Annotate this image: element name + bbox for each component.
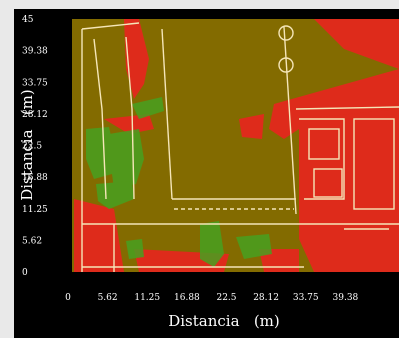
y-axis-title: Distancia (m) <box>18 89 36 201</box>
heat-region-top-left <box>124 19 149 99</box>
y-tick-label: 39.38 <box>22 47 48 57</box>
x-axis-title: Distancia (m) <box>168 312 280 330</box>
x-tick-label: 11.25 <box>134 293 160 303</box>
x-tick-label: 5.62 <box>98 293 118 303</box>
mid-region-bottom-c <box>126 239 144 259</box>
wall-right-inner <box>299 118 345 200</box>
wall-courtyard-left <box>161 28 173 200</box>
x-tick-label: 22.5 <box>216 293 236 303</box>
y-tick-label: 28.12 <box>22 110 48 120</box>
high-level-regions <box>74 19 399 272</box>
heat-region-bottom-center <box>259 249 299 272</box>
fixture-round-b <box>278 57 294 73</box>
mid-region-upper <box>132 97 164 119</box>
y-tick-label: 22.5 <box>22 142 42 152</box>
heat-region-mid-left <box>104 114 154 134</box>
coverage-heatmap-chart: 45 39.38 33.75 28.12 22.5 16.88 11.25 5.62 0 0 5.… <box>18 15 399 330</box>
x-tick-label: 39.38 <box>333 293 359 303</box>
wall-left-column-b <box>125 36 135 200</box>
room-right-a <box>308 128 340 160</box>
mid-level-regions <box>86 97 272 267</box>
y-axis-ticks: 45 39.38 33.75 28.12 22.5 16.88 11.25 5.62 0 <box>22 15 48 278</box>
y-tick-label: 33.75 <box>22 78 48 88</box>
mid-region-left-b <box>109 129 144 189</box>
floor-plan-walls <box>81 22 399 272</box>
x-tick-label: 28.12 <box>253 293 279 303</box>
room-right-b <box>313 168 343 198</box>
heat-region-lower-left <box>74 199 124 272</box>
x-axis-ticks: 0 5.62 11.25 16.88 22.5 28.12 33.75 39.38 <box>65 293 358 303</box>
heat-region-top-right <box>314 19 399 69</box>
x-tick-label: 16.88 <box>174 293 200 303</box>
y-tick-label: 45 <box>22 15 34 25</box>
wall-top-left <box>81 22 140 30</box>
x-tick-label: 33.75 <box>293 293 319 303</box>
heat-region-right-block <box>299 109 399 272</box>
mid-region-bottom-b <box>236 234 272 259</box>
wall-top-right <box>295 106 399 110</box>
y-tick-label: 11.25 <box>22 205 48 215</box>
room-right-c <box>353 118 395 210</box>
heat-region-center-patch <box>239 114 264 139</box>
mid-region-left-a <box>86 127 114 179</box>
fixture-round-a <box>278 25 294 41</box>
y-tick-label: 5.62 <box>22 236 42 246</box>
chart-frame: 45 39.38 33.75 28.12 22.5 16.88 11.25 5.62 0 0 5.… <box>14 9 399 338</box>
mid-region-bottom-a <box>200 221 224 267</box>
y-tick-label: 0 <box>22 268 28 278</box>
wall-left-column <box>93 38 107 200</box>
y-tick-label: 16.88 <box>22 173 48 183</box>
x-tick-label: 0 <box>65 293 71 303</box>
